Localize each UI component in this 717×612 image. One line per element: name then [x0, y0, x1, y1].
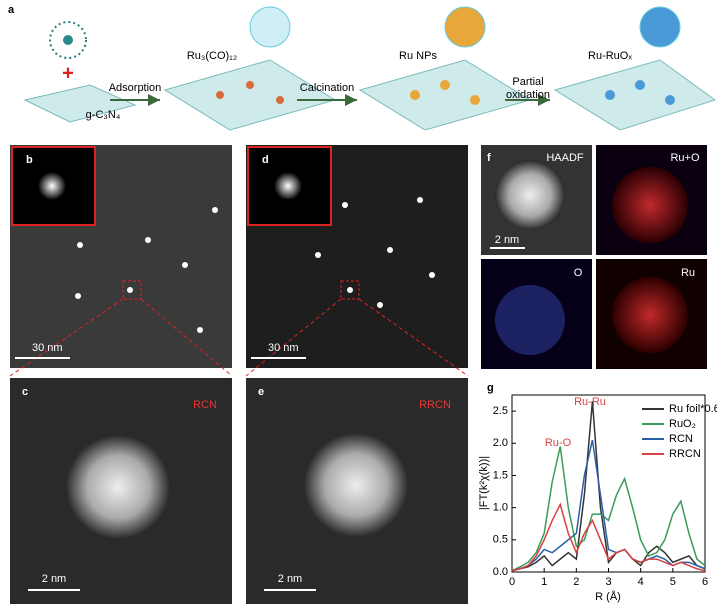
support-label: g-C₃N₄: [86, 109, 121, 121]
line: [511, 446, 706, 572]
line: [511, 401, 706, 572]
plus: +: [62, 62, 74, 84]
stage-label: Ru NPs: [399, 50, 437, 62]
legend-label: RRCN: [669, 448, 701, 460]
y-axis-label: |FT(k²χ(k))|: [478, 456, 490, 510]
panel-label: e: [258, 386, 264, 398]
stem-images: [9, 145, 707, 604]
scheme-graphics: [23, 6, 717, 131]
sample-label: RRCN: [419, 399, 451, 411]
x-tick-label: 5: [670, 576, 676, 588]
x-tick-label: 0: [509, 576, 515, 588]
step-label: Partial oxidation: [506, 76, 550, 101]
legend-label: RuO₂: [669, 418, 696, 430]
sample-label: RCN: [193, 399, 217, 411]
line: [511, 502, 706, 572]
tile-label: Ru+O: [670, 152, 699, 164]
scale-label: 2 nm: [278, 573, 302, 585]
legend-label: Ru foil*0.6: [669, 403, 717, 415]
y-tick-label: 0.0: [493, 566, 508, 578]
panel-label: c: [22, 386, 28, 398]
annotation: Ru-O: [545, 437, 572, 449]
x-axis-label: R (Å): [595, 590, 621, 603]
x-tick-label: 6: [702, 576, 708, 588]
scale-label: 2 nm: [495, 234, 519, 246]
step-label: Calcination: [300, 82, 354, 94]
panel-label: g: [487, 382, 494, 394]
y-tick-label: 1.5: [493, 469, 508, 481]
scale-label: 2 nm: [42, 573, 66, 585]
y-tick-label: 2.0: [493, 437, 508, 449]
panel-label: d: [262, 154, 269, 166]
x-tick-label: 4: [638, 576, 644, 588]
y-tick-label: 0.5: [493, 534, 508, 546]
tile-label: HAADF: [546, 152, 584, 164]
y-tick-label: 2.5: [493, 405, 508, 417]
step-label: Adsorption: [109, 82, 162, 94]
annotation: Ru-Ru: [574, 396, 606, 408]
panel-label: a: [8, 4, 15, 16]
x-tick-label: 2: [573, 576, 579, 588]
precursor-label: Ru₃(CO)₁₂: [187, 50, 237, 62]
x-tick-label: 1: [541, 576, 547, 588]
stage-label: Ru-RuOₓ: [588, 50, 632, 62]
scale-label: 30 nm: [268, 342, 299, 354]
legend-label: RCN: [669, 433, 693, 445]
panel-label: b: [26, 154, 33, 166]
x-tick-label: 3: [605, 576, 611, 588]
y-tick-label: 1.0: [493, 502, 508, 514]
tile-label: Ru: [681, 267, 695, 279]
panel-label: f: [487, 152, 491, 164]
scale-label: 30 nm: [32, 342, 63, 354]
tile-label: O: [574, 267, 583, 279]
